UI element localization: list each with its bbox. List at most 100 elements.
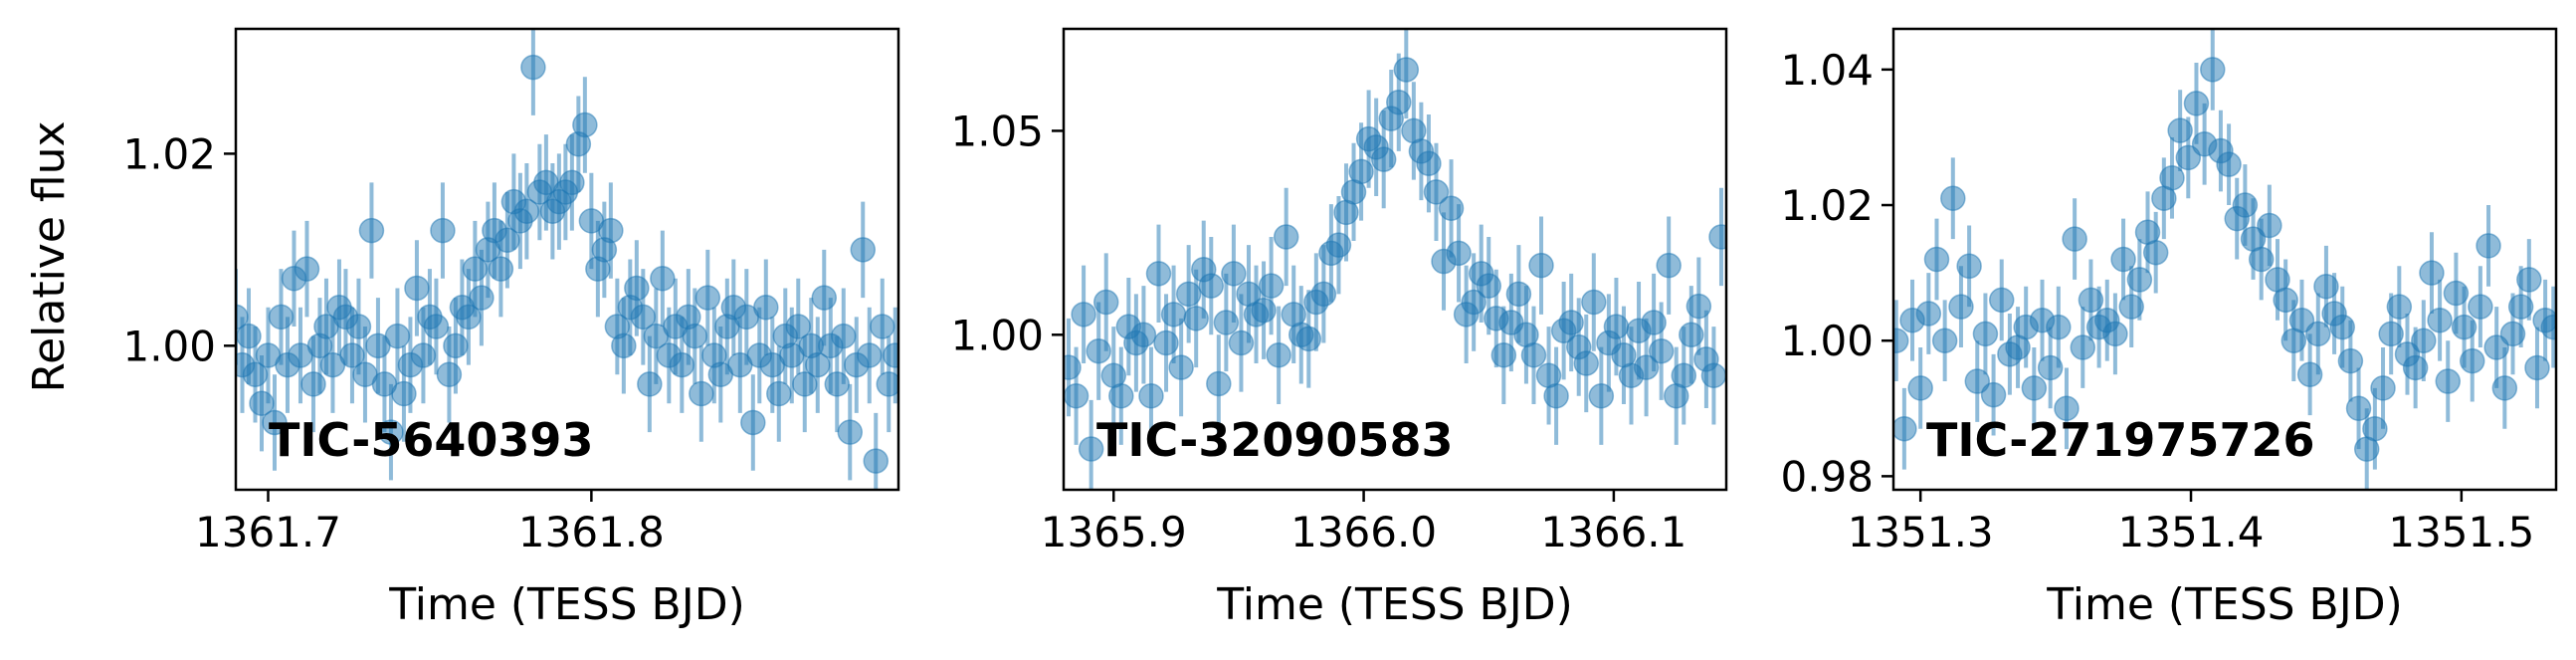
data-point	[2021, 375, 2048, 401]
data-point	[1423, 179, 1450, 205]
data-point	[1168, 354, 1194, 380]
data-point	[2037, 354, 2064, 381]
data-point	[2046, 314, 2072, 340]
data-point	[1940, 185, 1966, 211]
data-point	[2516, 267, 2542, 293]
data-point	[2337, 347, 2364, 374]
data-point	[572, 111, 598, 138]
panel-tic-271975726: 1351.3 1351.4 1351.5 0.98 1.00 1.02 1.04 TIC-…	[1780, 27, 2558, 630]
data-point	[2118, 294, 2144, 320]
x-tick-label: 1366.1	[1540, 508, 1686, 556]
axes-frame	[1062, 27, 1728, 492]
data-point	[384, 323, 411, 349]
data-point	[1198, 273, 1225, 299]
data-point	[423, 314, 450, 339]
data-point	[358, 217, 385, 244]
data-point	[2070, 334, 2096, 360]
data-point	[2313, 273, 2339, 300]
data-point	[2288, 308, 2315, 333]
data-point	[1915, 301, 1942, 327]
data-point	[2232, 192, 2259, 218]
data-point	[2216, 151, 2242, 177]
panel-annotation: TIC-5640393	[269, 413, 593, 467]
data-point	[2362, 415, 2388, 442]
data-point	[1528, 252, 1554, 279]
data-point	[1108, 383, 1134, 409]
y-tick-label: 1.02	[1780, 181, 1874, 230]
data-point	[2257, 212, 2282, 239]
data-point	[1656, 252, 1682, 279]
data-point	[2200, 57, 2226, 83]
axes-frame	[1891, 27, 2558, 492]
data-point	[1266, 342, 1291, 368]
y-tick-label: 1.02	[122, 129, 216, 178]
data-point	[2499, 321, 2526, 347]
x-tick-label: 1366.0	[1290, 508, 1437, 556]
data-point	[262, 409, 288, 436]
data-point	[1573, 350, 1600, 376]
data-point	[1956, 253, 1982, 280]
data-point	[740, 409, 766, 436]
data-point	[2451, 314, 2477, 340]
x-tick-label: 1361.7	[195, 508, 341, 556]
data-point	[1964, 368, 1991, 394]
data-point	[2126, 267, 2153, 293]
plot-area	[1064, 29, 1726, 490]
data-point	[1092, 289, 1119, 316]
data-point	[850, 237, 877, 263]
x-tick-label: 1351.4	[2118, 508, 2265, 556]
data-point	[1708, 224, 1726, 250]
data-point	[1078, 436, 1104, 462]
data-point	[2402, 354, 2429, 381]
data-point	[2491, 375, 2518, 401]
data-point	[1988, 287, 2015, 314]
x-axis-label: Time (TESS BJD)	[2046, 579, 2403, 630]
y-tick-label: 1.00	[122, 322, 216, 370]
data-point	[1064, 383, 1090, 409]
shared-y-axis-label: Relative flux	[24, 120, 75, 392]
data-point	[2443, 280, 2470, 307]
data-point	[2110, 246, 2136, 273]
data-point	[404, 275, 430, 302]
data-point	[598, 217, 624, 244]
data-point	[1138, 383, 1164, 409]
data-point	[650, 266, 676, 292]
x-axis-label: Time (TESS BJD)	[1216, 579, 1573, 630]
y-tick-label: 1.00	[950, 311, 1044, 359]
data-point	[2248, 246, 2275, 273]
data-point	[1907, 375, 1933, 401]
data-point	[2370, 375, 2396, 401]
data-point	[2507, 294, 2534, 320]
data-point	[694, 285, 721, 311]
data-point	[2378, 321, 2404, 347]
data-point	[2540, 314, 2556, 340]
y-tick-label: 1.00	[1780, 317, 1874, 365]
data-point	[682, 323, 708, 349]
y-tick-label: 1.05	[950, 107, 1044, 155]
data-point	[837, 419, 864, 445]
data-point	[2167, 117, 2193, 143]
data-point	[831, 323, 857, 349]
data-point	[876, 371, 898, 397]
data-point	[1273, 224, 1299, 250]
data-point	[766, 380, 792, 407]
data-point	[2459, 347, 2485, 374]
x-tick-label: 1351.3	[1848, 508, 1994, 556]
data-point	[2305, 321, 2331, 347]
data-point	[1648, 337, 1675, 364]
data-point	[2427, 308, 2453, 333]
panel-tic-5640393: 1361.7 1361.8 1.00 1.02 TIC-5640393 Time (…	[122, 27, 900, 630]
data-point	[2435, 368, 2462, 394]
data-point	[430, 217, 456, 244]
data-point	[1258, 273, 1285, 299]
x-tick-label: 1361.8	[518, 508, 665, 556]
data-point	[2476, 233, 2501, 259]
data-point	[2102, 321, 2128, 347]
data-point	[2183, 91, 2210, 116]
data-point	[1893, 328, 1909, 353]
data-point	[1206, 370, 1232, 397]
data-point	[1393, 57, 1420, 83]
data-point	[1700, 362, 1726, 389]
data-point	[1221, 261, 1247, 287]
